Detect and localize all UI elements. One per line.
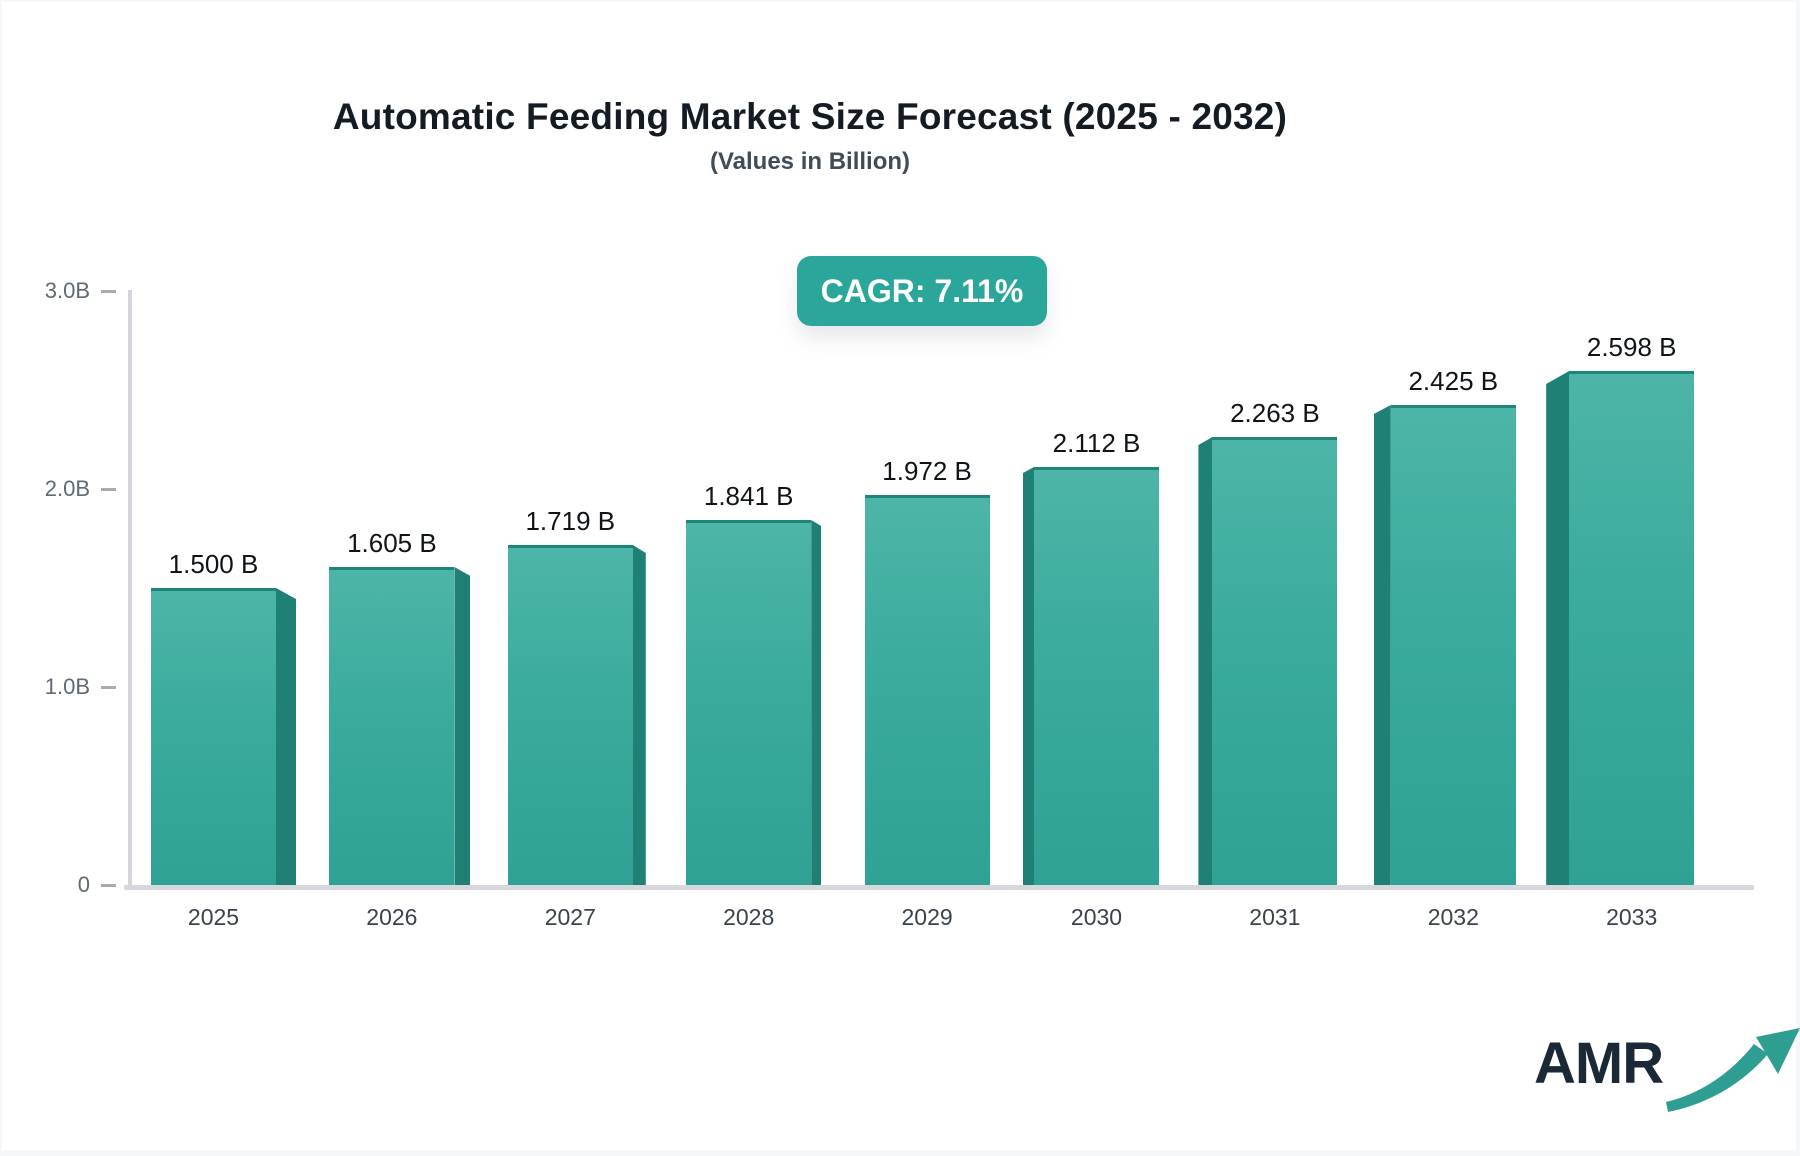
x-axis-label-2028: 2028 xyxy=(723,904,775,930)
chart-subtitle: (Values in Billion) xyxy=(709,148,911,175)
bar-side-2033 xyxy=(1546,371,1570,885)
bar-2033 xyxy=(1569,371,1695,885)
x-axis-label-2030: 2030 xyxy=(1070,904,1123,930)
bar-side-2026 xyxy=(454,567,471,885)
y-tick-label: 3.0B xyxy=(44,278,90,303)
bar-2028 xyxy=(686,520,812,885)
amr-logo-text: AMR xyxy=(1534,1031,1664,1096)
x-axis-label-2032: 2032 xyxy=(1427,904,1479,930)
bar-side-2027 xyxy=(632,545,646,885)
bar-value-label-2030: 2.112 B xyxy=(1052,428,1141,458)
y-tick-mark xyxy=(101,884,116,887)
bar-value-label-2026: 1.605 B xyxy=(347,528,437,558)
bar-value-label-2033: 2.598 B xyxy=(1586,332,1677,362)
y-tick-label: 0 xyxy=(77,872,90,897)
y-tick-mark xyxy=(101,686,116,689)
cagr-badge: CAGR: 7.11% xyxy=(797,256,1047,326)
bar-value-label-2029: 1.972 B xyxy=(882,456,972,486)
x-axis-label-2029: 2029 xyxy=(901,904,953,930)
bar-2026 xyxy=(329,567,455,885)
y-axis-line xyxy=(128,290,132,887)
bar-side-2028 xyxy=(811,520,822,885)
x-axis-label-2033: 2033 xyxy=(1606,904,1658,930)
y-tick-mark xyxy=(101,290,116,293)
x-axis-label-2031: 2031 xyxy=(1249,904,1301,930)
bar-2032 xyxy=(1390,405,1516,885)
bar-2027 xyxy=(507,545,633,885)
bar-side-2032 xyxy=(1373,405,1391,885)
growth-arrow-icon xyxy=(1666,1028,1800,1112)
bar-2030 xyxy=(1034,467,1159,885)
bar-2031 xyxy=(1212,437,1338,885)
chart-title: Automatic Feeding Market Size Forecast (… xyxy=(332,96,1288,137)
x-axis-baseline xyxy=(124,885,1754,890)
y-tick-label: 1.0B xyxy=(44,674,90,699)
bar-side-2030 xyxy=(1023,467,1034,885)
x-axis-label-2026: 2026 xyxy=(366,904,418,930)
bar-value-label-2027: 1.719 B xyxy=(525,506,616,536)
bar-value-label-2031: 2.263 B xyxy=(1230,398,1320,428)
amr-logo: AMR xyxy=(1520,1022,1800,1122)
y-tick-label: 2.0B xyxy=(44,476,90,501)
x-axis-label-2025: 2025 xyxy=(187,904,240,930)
y-tick-mark xyxy=(101,488,116,491)
bar-value-label-2032: 2.425 B xyxy=(1408,366,1499,396)
bar-value-label-2025: 1.500 B xyxy=(168,549,259,579)
bar-side-2025 xyxy=(276,588,296,885)
bar-2025 xyxy=(151,588,276,885)
bar-2029 xyxy=(864,495,990,885)
cagr-badge-label: CAGR: 7.11% xyxy=(820,272,1024,309)
x-axis-label-2027: 2027 xyxy=(544,904,596,930)
bar-side-2031 xyxy=(1198,437,1213,885)
bar-value-label-2028: 1.841 B xyxy=(703,481,794,511)
